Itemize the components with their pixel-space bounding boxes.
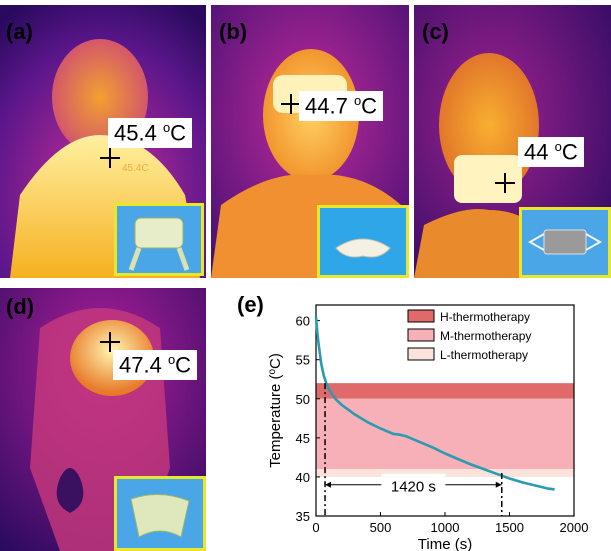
temperature-value-a: 45.4 (114, 120, 163, 146)
x-tick-label: 500 (370, 520, 392, 535)
degree-sign-d: o (167, 352, 176, 367)
temperature-label-b: 44.7 oC (299, 91, 384, 122)
annotation-arrow-left (325, 481, 332, 488)
temperature-label-c: 44 oC (518, 137, 584, 168)
inset-photo-scarf (114, 476, 206, 551)
y-tick-label: 55 (296, 353, 310, 368)
band-h-thermotherapy (316, 383, 574, 399)
y-tick-label: 50 (296, 392, 310, 407)
neck-wrap-icon (117, 206, 201, 273)
legend-swatch-h-thermotherapy (407, 309, 435, 323)
temperature-value-d: 47.4 (119, 352, 168, 378)
temperature-unit-b: C (361, 93, 378, 119)
panel-d: (d) 47.4 oC (0, 288, 206, 551)
degree-sign-b: o (353, 93, 362, 108)
temperature-chart: 0 500 1000 1500 2000 35 40 45 50 55 60 Time (s) Temp… (267, 304, 589, 551)
legend-label-h-thermotherapy: H-thermotherapy (440, 310, 530, 324)
inset-photo-neck-wrap (114, 203, 204, 276)
panel-label-e: (e) (237, 292, 264, 317)
degree-sign-a: o (162, 120, 171, 135)
temperature-value-b: 44.7 (305, 93, 354, 119)
crosshair-d (100, 332, 120, 352)
degree-sign-c: o (554, 139, 562, 154)
annotation-label: 1420 s (391, 479, 436, 496)
temperature-value-c: 44 (524, 139, 555, 165)
temperature-unit-c: C (561, 139, 578, 165)
annotation-label-bg (381, 473, 446, 496)
legend-label-m-thermotherapy: M-thermotherapy (440, 329, 531, 343)
panel-label-c: (c) (422, 19, 449, 44)
band-l-thermotherapy (316, 469, 574, 477)
inset-photo-face-mask (519, 207, 611, 278)
crosshair-b (281, 94, 301, 114)
y-axis-title: Temperature (oC) (267, 353, 284, 468)
x-tick-label: 0 (312, 520, 319, 535)
series-line-0 (314, 316, 555, 491)
y-tick-label: 45 (296, 431, 310, 446)
temperature-label-a: 45.4 oC (108, 118, 193, 149)
x-axis-title: Time (s) (418, 536, 472, 551)
annotation-arrow-right (495, 481, 502, 488)
panel-label-b: (b) (219, 19, 248, 44)
x-tick-label: 2000 (560, 520, 589, 535)
panel-a: (a) 45.4 oC 45.4C (0, 5, 206, 278)
crosshair-c (495, 173, 515, 193)
legend-swatch-l-thermotherapy (407, 347, 435, 361)
y-tick-label: 60 (296, 314, 310, 329)
legend-label-l-thermotherapy: L-thermotherapy (440, 348, 528, 362)
x-tick-label: 1500 (495, 520, 524, 535)
band-m-thermotherapy (316, 398, 574, 470)
y-tick-label: 35 (296, 509, 310, 524)
temperature-unit-d: C (175, 352, 192, 378)
faint-reading-a: 45.4C (122, 163, 149, 174)
panel-b: (b) 44.7 oC (211, 5, 409, 278)
panel-e-chart: 0 500 1000 1500 2000 35 40 45 50 55 60 Time (s) Temp… (232, 288, 611, 551)
face-mask-icon (522, 210, 608, 275)
eye-mask-icon (320, 208, 406, 275)
x-tick-label: 1000 (431, 520, 460, 535)
inset-photo-eye-mask (317, 205, 409, 278)
scarf-icon (117, 479, 203, 548)
panel-c: (c) 44 oC (414, 5, 611, 278)
legend-swatch-m-thermotherapy (407, 328, 435, 342)
temperature-unit-a: C (170, 120, 187, 146)
crosshair-a (100, 148, 120, 168)
y-tick-label: 40 (296, 470, 310, 485)
panel-label-a: (a) (6, 19, 33, 44)
temperature-label-d: 47.4 oC (113, 350, 198, 381)
panel-label-d: (d) (6, 294, 35, 319)
